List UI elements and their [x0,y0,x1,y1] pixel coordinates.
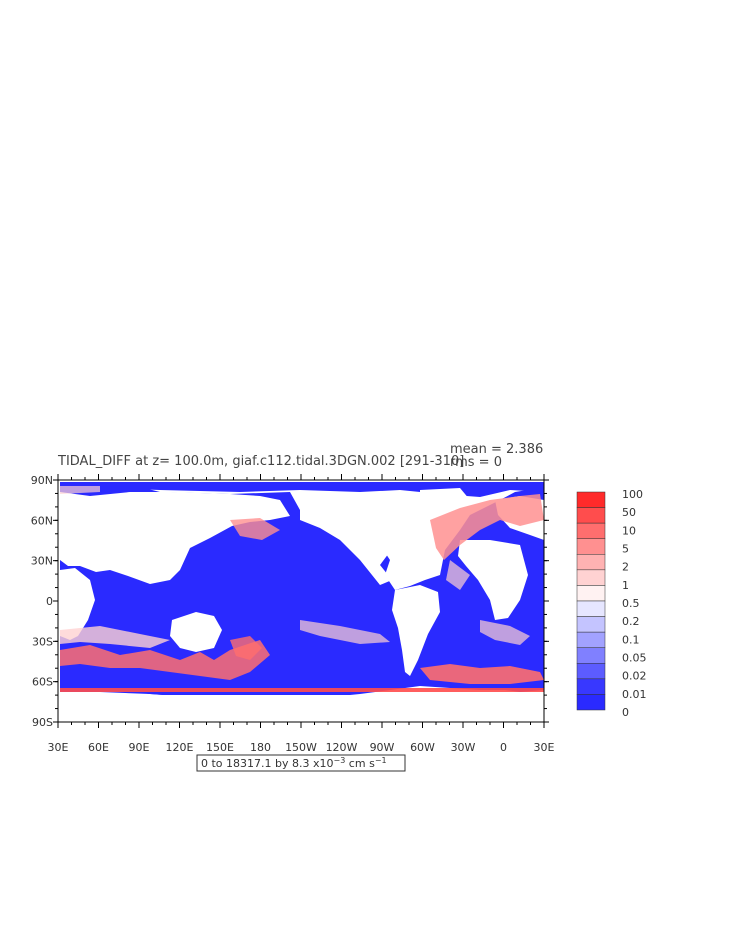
colorbar-label: 2 [622,561,629,574]
range-unit-exponent: −1 [375,756,387,765]
colorbar-label: 0.02 [622,670,647,683]
lat-tick-label: 0 [46,595,53,608]
colorbar-labels: 100 50 10 5 2 1 0.5 0.2 0.1 0.05 0.02 0.01 0 [622,488,647,719]
lat-tick-label: 30N [31,555,53,568]
colorbar-label: 10 [622,524,636,537]
colorbar-swatch [576,585,606,602]
rms-label: rms = 0 [450,455,502,470]
lat-tick-label: 60N [31,514,53,527]
lon-tick-label: 120W [326,741,358,754]
lon-tick-label: 0 [500,741,507,754]
map-panel [53,474,549,728]
mean-label: mean = 2.386 [450,442,543,457]
longitude-labels: 30E 60E 90E 120E 150E 180 150W 120W 90W 60W 30W 0 30… [48,741,555,754]
frame-ticks [53,474,549,728]
colorbar-swatch [576,522,606,539]
land-masses [58,488,544,722]
latitude-labels: 90N 60N 30N 0 30S 60S 90S [31,474,53,729]
high-value-patches [60,486,544,692]
colorbar-label: 5 [622,543,629,556]
colorbar-swatch [576,538,606,555]
colorbar-swatch [576,491,606,508]
colorbar-swatch [576,663,606,680]
colorbar-swatch [576,678,606,695]
lon-tick-label: 60E [88,741,109,754]
range-text: 0 to 18317.1 by 8.3 x10 [201,757,334,770]
lat-tick-label: 30S [32,635,53,648]
range-unit: cm s [345,757,375,770]
colorbar-swatch [576,694,606,711]
colorbar-label: 0.2 [622,615,640,628]
colorbar-label: 100 [622,488,643,501]
lon-tick-label: 30E [48,741,69,754]
lon-tick-label: 90W [370,741,395,754]
lon-tick-label: 120E [166,741,194,754]
colorbar-swatch [576,647,606,664]
lon-tick-label: 150E [206,741,234,754]
lon-tick-label: 30W [451,741,476,754]
colorbar [576,491,606,711]
colorbar-swatch [576,616,606,633]
colorbar-swatch [576,554,606,571]
colorbar-swatch [576,631,606,648]
colorbar-label: 0.5 [622,597,640,610]
colorbar-label: 0 [622,706,629,719]
range-exponent: −3 [334,756,346,765]
colorbar-swatch [576,507,606,524]
plot-title: TIDAL_DIFF at z= 100.0m, giaf.c112.tidal… [57,454,464,469]
colorbar-label: 1 [622,579,629,592]
colorbar-swatch [576,569,606,586]
lat-tick-label: 60S [32,676,53,689]
lon-tick-label: 60W [410,741,435,754]
lat-tick-label: 90N [31,474,53,487]
lon-tick-label: 150W [285,741,317,754]
lon-tick-label: 180 [250,741,271,754]
colorbar-swatch [576,600,606,617]
colorbar-label: 0.05 [622,652,647,665]
lon-tick-label: 90E [129,741,150,754]
lon-tick-label: 30E [534,741,555,754]
colorbar-label: 0.01 [622,688,647,701]
range-box: 0 to 18317.1 by 8.3 x10−3 cm s−1 [196,754,406,772]
svg-text:0 to 18317.1 by 8.3 x10−3 cm s: 0 to 18317.1 by 8.3 x10−3 cm s−1 [201,756,387,770]
lat-tick-label: 90S [32,716,53,729]
colorbar-label: 50 [622,506,636,519]
colorbar-label: 0.1 [622,633,640,646]
